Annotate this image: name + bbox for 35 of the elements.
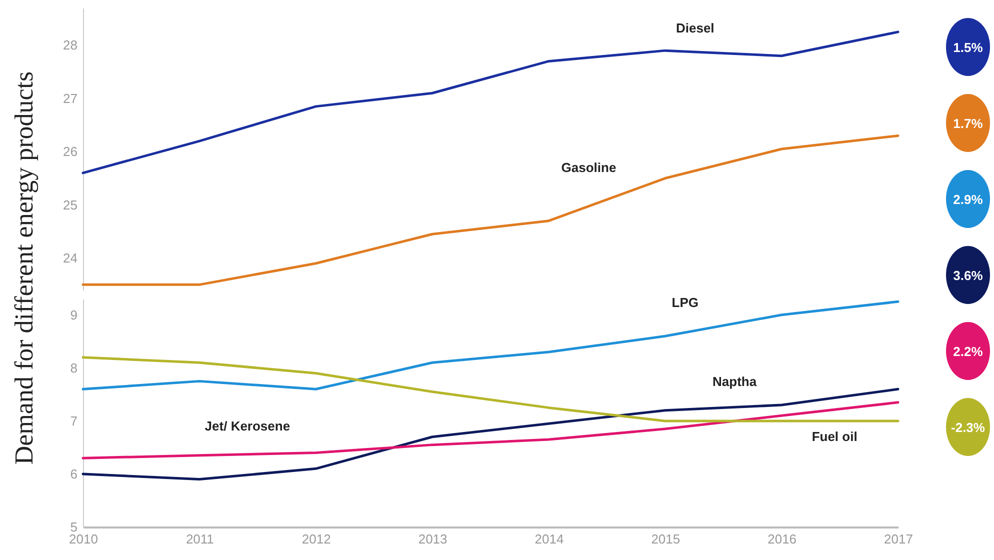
y-tick-label: 8 xyxy=(70,360,78,376)
circle-badge: 2.9% xyxy=(946,170,990,228)
line-series xyxy=(82,356,900,422)
line-series xyxy=(82,401,900,460)
y-tick-label: 25 xyxy=(63,197,78,212)
series-label: Jet/ Kerosene xyxy=(204,418,290,434)
x-tick-label: 2017 xyxy=(884,532,913,546)
y-tick-label: 28 xyxy=(63,38,78,53)
circle-badge: 2.2% xyxy=(946,322,990,380)
circle-badge: 3.6% xyxy=(946,246,990,304)
x-tick-label: 2014 xyxy=(534,532,564,546)
series-label: Diesel xyxy=(676,20,714,36)
series-label: Fuel oil xyxy=(812,428,858,444)
y-tick-label: 6 xyxy=(70,466,78,482)
series-label: Gasoline xyxy=(561,160,616,175)
y-tick-label: 7 xyxy=(70,413,78,428)
y-tick-label: 5 xyxy=(70,520,78,534)
x-tick-label: 2010 xyxy=(69,532,98,546)
series-label: Naptha xyxy=(712,374,758,390)
x-tick-label: 2013 xyxy=(418,532,448,546)
series-label: LPG xyxy=(672,295,699,310)
circle-badge: 1.7% xyxy=(946,94,990,152)
x-tick-label: 2012 xyxy=(302,532,331,546)
line-series xyxy=(82,134,900,286)
y-axis-title: Demand for different energy products xyxy=(10,71,40,465)
x-tick-label: 2016 xyxy=(768,532,797,546)
y-tick-label: 9 xyxy=(70,307,78,322)
y-tick-label: 26 xyxy=(63,144,78,160)
circle-badge: -2.3% xyxy=(946,398,990,456)
x-tick-label: 2011 xyxy=(186,532,214,546)
y-tick-label: 24 xyxy=(63,250,78,266)
y-tick-label: 27 xyxy=(63,90,78,106)
x-tick-label: 2015 xyxy=(651,532,680,546)
line-series xyxy=(82,388,900,481)
circle-badge: 1.5% xyxy=(946,18,990,76)
